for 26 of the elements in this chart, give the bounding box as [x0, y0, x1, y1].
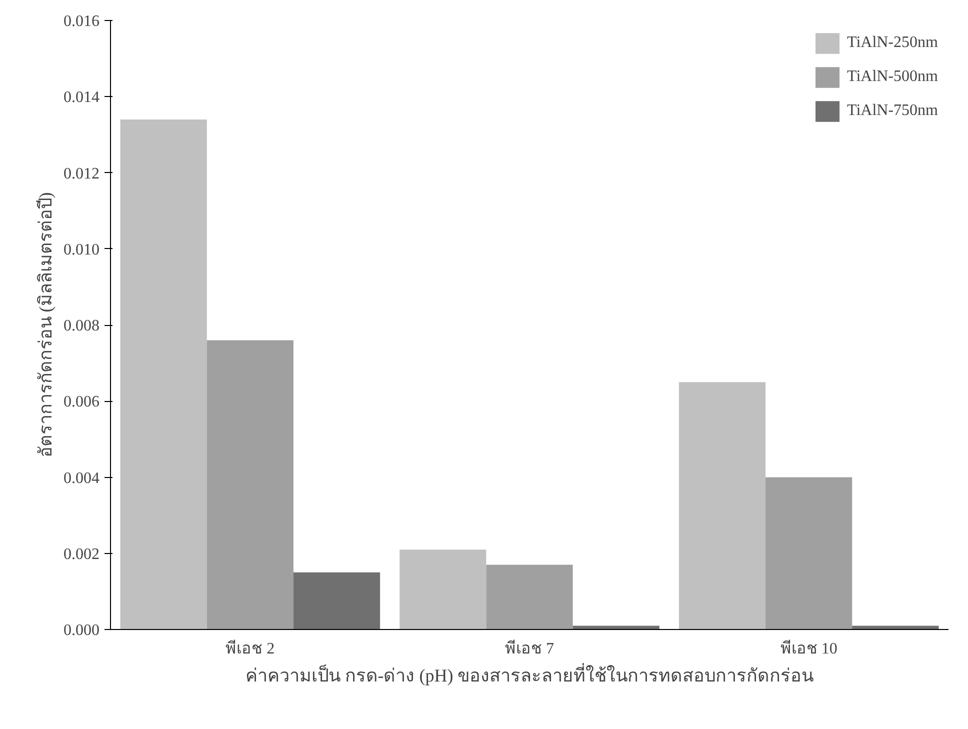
bar [120, 119, 207, 630]
bar [206, 340, 294, 630]
bar [678, 382, 766, 630]
y-tick-label: 0.000 [64, 622, 100, 639]
bar [766, 477, 852, 630]
x-axis-title: ค่าความเป็น กรด-ด่าง (pH) ของสารละลายที่ใช้ในการทดสอบการกัดกร่อน [245, 662, 814, 686]
legend-label: TiAlN-750nm [847, 102, 938, 120]
bar [852, 626, 939, 630]
x-tick-label: พีเอช 10 [780, 640, 838, 658]
x-tick-label: พีเอช 2 [226, 640, 275, 658]
y-tick-label: 0.014 [64, 89, 100, 106]
y-tick-label: 0.004 [64, 470, 100, 487]
bar [293, 572, 380, 630]
y-tick-label: 0.006 [64, 394, 100, 411]
x-tick-label: พีเอช 7 [505, 640, 554, 658]
legend-label: TiAlN-500nm [847, 68, 938, 86]
y-tick-label: 0.016 [64, 13, 100, 30]
y-tick-label: 0.010 [64, 241, 100, 258]
y-tick-label: 0.008 [64, 318, 100, 334]
y-tick-label: 0.012 [64, 165, 100, 182]
bar [400, 550, 486, 630]
bar [486, 564, 573, 630]
bar [572, 626, 660, 630]
y-axis-title: อัตราการกัดกร่อน (มิลลิเมตรต่อปี) [36, 192, 56, 458]
y-tick-label: 0.002 [64, 546, 100, 563]
legend-label: TiAlN-250nm [847, 34, 938, 52]
